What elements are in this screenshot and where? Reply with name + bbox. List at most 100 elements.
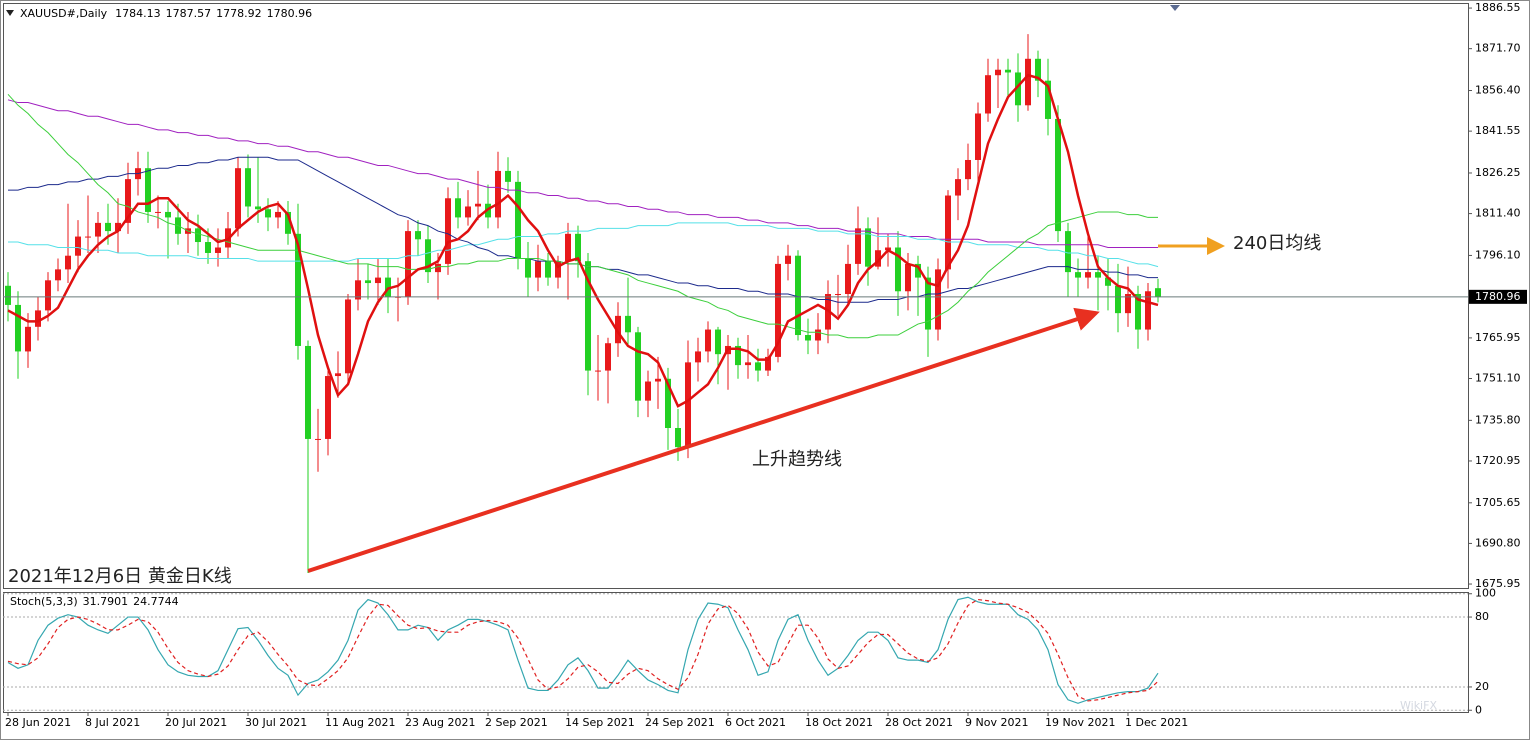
candle-body	[965, 159, 971, 180]
candle-body	[815, 329, 821, 341]
candle-body	[795, 255, 801, 336]
y-tick-label: 1841.55	[1475, 124, 1521, 137]
indicator-line	[7, 99, 1158, 248]
x-tick-label: 1 Dec 2021	[1125, 716, 1188, 729]
candle-body	[925, 277, 931, 330]
trend-arrow	[307, 307, 1100, 573]
y-tick-label: 1826.25	[1475, 166, 1521, 179]
candle-body	[625, 315, 631, 333]
candle-body	[665, 378, 671, 429]
candle-body	[265, 209, 271, 218]
candle-body	[1025, 58, 1031, 106]
candle-body	[415, 231, 421, 240]
candle-body	[355, 280, 361, 300]
candle-body	[165, 211, 171, 218]
x-tick-label: 30 Jul 2021	[245, 716, 307, 729]
y-tick-label: 0	[1475, 703, 1482, 716]
candle-body	[655, 378, 661, 382]
candle-body	[1105, 277, 1111, 286]
candle-body	[1055, 118, 1061, 232]
main-panel	[3, 3, 1469, 589]
candle-body	[35, 310, 41, 327]
candle-body	[775, 263, 781, 357]
candle-body	[875, 250, 881, 267]
candle-body	[1155, 288, 1161, 297]
symbol: XAUUSD#,Daily	[20, 7, 108, 20]
candle-body	[685, 362, 691, 448]
y-tick-label: 20	[1475, 680, 1489, 693]
oscillator-title: Stoch(5,3,3)	[10, 595, 78, 608]
y-tick-label: 80	[1475, 610, 1489, 623]
candle-body	[1035, 58, 1041, 81]
open-value: 1784.13	[115, 7, 161, 20]
candle-body	[785, 255, 791, 264]
candle-body	[545, 261, 551, 278]
y-tick-label: 1856.40	[1475, 84, 1521, 97]
candle-body	[1015, 72, 1021, 106]
candle-body	[695, 351, 701, 363]
candle-body	[115, 222, 121, 232]
x-tick-label: 18 Oct 2021	[805, 716, 873, 729]
oscillator-layer	[3, 593, 1468, 711]
indicator-line	[7, 596, 1159, 704]
candle-body	[1085, 272, 1091, 278]
x-tick-label: 14 Sep 2021	[565, 716, 635, 729]
x-tick-label: 2 Sep 2021	[485, 716, 548, 729]
candle-body	[75, 236, 81, 256]
candle-body	[995, 69, 1001, 76]
x-tick-label: 19 Nov 2021	[1045, 716, 1115, 729]
candle-body	[45, 280, 51, 311]
candle-body	[495, 170, 501, 218]
candle-body	[555, 261, 561, 278]
candle-body	[285, 211, 291, 234]
candle-body	[365, 280, 371, 284]
y-tick-label: 1690.80	[1475, 536, 1521, 549]
candle-body	[1045, 80, 1051, 119]
candle-body	[375, 277, 381, 284]
candle-body	[65, 255, 71, 270]
indicator-line	[8, 222, 1159, 268]
candle-body	[705, 329, 711, 352]
x-tick-label: 28 Jun 2021	[5, 716, 71, 729]
indicator-line	[7, 73, 1159, 408]
menu-triangle	[6, 10, 14, 16]
candle-body	[245, 168, 251, 207]
ma-label: 240日均线	[1233, 233, 1321, 254]
candle-body	[845, 263, 851, 294]
x-tick-label: 24 Sep 2021	[645, 716, 715, 729]
candle-body	[1145, 291, 1151, 330]
x-tick-label: 23 Aug 2021	[405, 716, 475, 729]
y-tick-label: 1796.10	[1475, 248, 1521, 261]
trend-label: 上升趋势线	[752, 449, 842, 470]
candle-body	[535, 261, 541, 278]
candle-body	[915, 263, 921, 278]
y-tick-label: 1720.95	[1475, 454, 1521, 467]
caption: 2021年12月6日 黄金日K线	[8, 566, 232, 587]
k-value: 31.7901	[83, 595, 129, 608]
y-tick-label: 1886.55	[1475, 1, 1521, 14]
candle-body	[1005, 69, 1011, 73]
candle-body	[295, 233, 301, 346]
candle-body	[955, 179, 961, 196]
candle-body	[145, 168, 151, 212]
candle-body	[675, 428, 681, 448]
candle-body	[155, 211, 161, 213]
candle-body	[315, 438, 321, 440]
candle-body	[105, 222, 111, 232]
axes: 1886.55 1871.70 1856.40 1841.55 1826.25 1811.…	[5, 1, 1527, 729]
candle-body	[95, 222, 101, 237]
candle-body	[635, 332, 641, 401]
y-tick-label: 1735.80	[1475, 413, 1521, 426]
candle-body	[195, 228, 201, 243]
candle-body	[855, 228, 861, 264]
high-value: 1787.57	[166, 7, 212, 20]
y-tick-label: 1811.40	[1475, 207, 1521, 220]
candle-body	[1095, 272, 1101, 278]
candle-body	[595, 370, 601, 372]
candle-body	[275, 211, 281, 218]
candle-body	[405, 231, 411, 297]
candle-body	[55, 269, 61, 281]
candle-body	[25, 326, 31, 352]
chart-header: XAUUSD#,Daily 1784.13 1787.57 1778.92 1780.9…	[20, 7, 312, 20]
